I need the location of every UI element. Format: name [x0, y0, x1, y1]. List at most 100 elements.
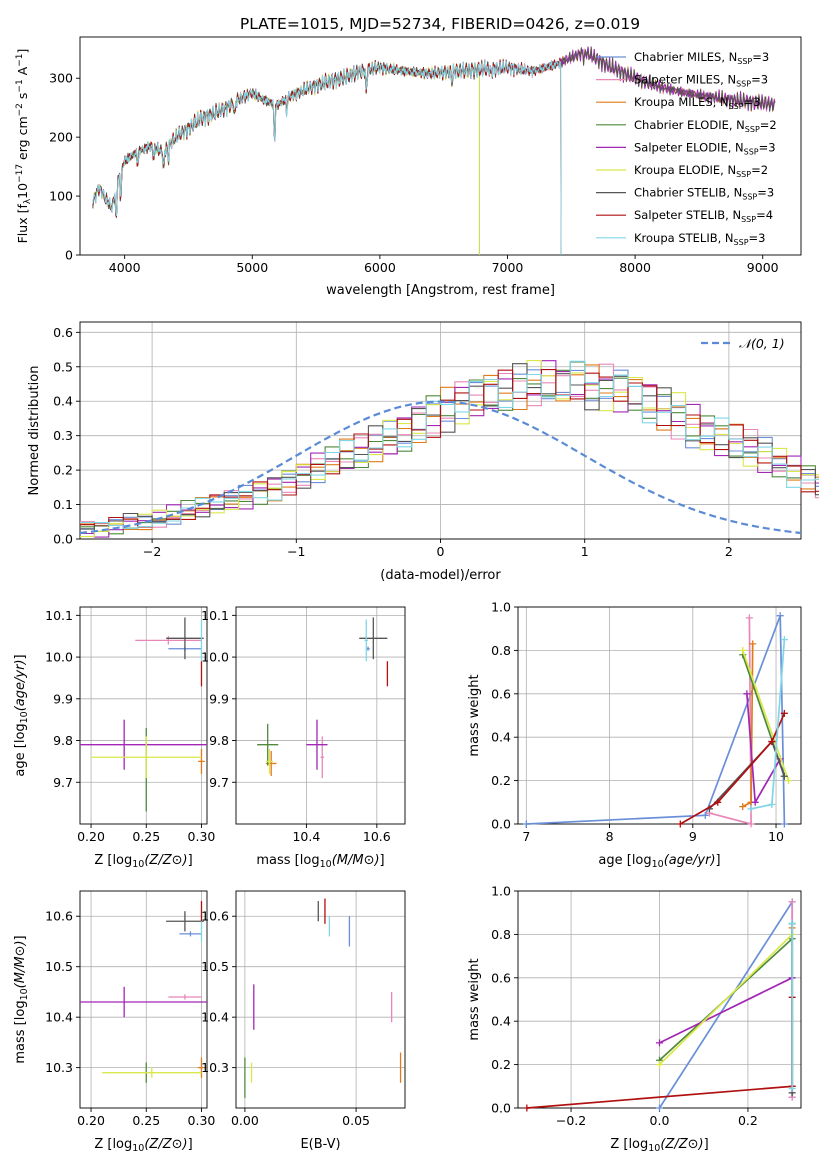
residuals-xlabel: (data-model)/error [380, 568, 501, 583]
mass_vs_ebv-frame [235, 890, 406, 1109]
x-tick-label: 10 [768, 829, 784, 844]
legend-label-gaussian: 𝒩(0, 1) [739, 336, 785, 351]
y-tick-label: 0 [65, 248, 73, 263]
weight-marker [768, 738, 776, 746]
y-tick-label: 0.4 [53, 394, 73, 409]
y-tick-label: 0.4 [491, 1014, 511, 1029]
spectrum-axes: 4000 5000 6000 7000 8000 9000 0 100 200 300 Chabri… [49, 36, 802, 275]
y-tick-label: 9.9 [209, 691, 229, 706]
errorbar-salpeter-miles [135, 636, 202, 645]
y-tick-label: 0.0 [53, 532, 73, 547]
weight-marker [788, 1084, 796, 1092]
spectrum-ylabel: Flux [fλ10−17 erg cm−2 s−1 A−1] [15, 49, 33, 244]
weight-marker [780, 820, 788, 828]
y-tick-label: 100 [49, 189, 73, 204]
errorbar-salpeter-miles [168, 994, 202, 1000]
figure-title: PLATE=1015, MJD=52734, FIBERID=0426, z=0… [240, 15, 640, 33]
errorbar-kroupa-elodie [265, 748, 273, 774]
age_vs_mass-axes: 10.4 10.6 9.7 9.8 9.9 10.0 10.1 [201, 606, 406, 844]
x-tick-label: 0.0 [650, 1113, 670, 1128]
errorbar-chabrier-miles [179, 931, 202, 937]
x-tick-label: 4000 [109, 260, 141, 275]
x-tick-label: −2 [143, 544, 161, 559]
mass_vs_Z-axes: 0.20 0.25 0.30 10.3 10.4 10.5 10.6 [45, 890, 216, 1128]
weight-marker [701, 811, 709, 819]
x-tick-label: 0 [437, 544, 445, 559]
residuals-ylabel: Normed distribution [27, 366, 42, 496]
weight_vs_age-frame [517, 606, 802, 825]
y-tick-label: 9.8 [209, 733, 229, 748]
y-tick-label: 0.0 [491, 817, 511, 832]
x-tick-label: 0.25 [132, 1113, 160, 1128]
weight-marker [780, 636, 788, 644]
y-tick-label: 0.1 [53, 497, 73, 512]
weight_vs_age-axes: 7 8 9 10 0.0 0.2 0.4 0.6 0.8 1.0 [491, 600, 802, 844]
y-tick-label: 0.6 [491, 970, 511, 985]
legend-label-kroupa-elodie: Kroupa ELODIE, NSSP=2 [634, 163, 768, 179]
y-tick-label: 9.7 [53, 775, 73, 790]
histogram-chabrier-miles [80, 369, 819, 530]
age_vs_Z-axes: 0.20 0.25 0.30 9.7 9.8 9.9 10.0 10.1 [45, 606, 216, 844]
weight-marker [749, 640, 757, 648]
weight-marker [656, 1104, 663, 1112]
age_vs_Z-ylabel: age [log10(age/yr)] [13, 654, 30, 776]
weight-marker [676, 820, 684, 828]
y-tick-label: 0.0 [491, 1101, 511, 1116]
mass_vs_ebv-points [244, 898, 402, 1098]
weight_vs_Z-lines [523, 898, 796, 1112]
x-tick-label: 0.30 [188, 1113, 216, 1128]
mass_vs_Z-ylabel: mass [log10(M/M⊙)] [13, 935, 30, 1063]
y-tick-label: 1.0 [491, 884, 511, 899]
mass_vs_ebv-axes: 0.00 0.05 10.3 10.4 10.5 10.6 [201, 890, 406, 1128]
y-tick-label: 300 [49, 71, 73, 86]
gaussian-curve [79, 400, 802, 535]
weight-line-chabrier-miles [526, 615, 786, 825]
age_vs_Z-xlabel: Z [log10(Z/Z⊙)] [94, 853, 192, 870]
weight-marker [522, 820, 530, 828]
y-tick-label: 200 [49, 130, 73, 145]
age_vs_mass-frame [235, 606, 406, 825]
weight-marker [656, 1061, 663, 1069]
age_vs_mass-xlabel: mass [log10(M/M⊙)] [256, 853, 384, 870]
weight-marker [739, 803, 747, 811]
errorbar-kroupa-stelib [364, 619, 369, 662]
legend-label-kroupa-miles: Kroupa MILES, NSSP=3 [634, 95, 760, 111]
weight-line-chabrier-miles [658, 899, 794, 1109]
weight_vs_age-xlabel: age [log10(age/yr)] [598, 853, 720, 870]
y-tick-label: 0.2 [53, 463, 73, 478]
y-tick-label: 10.3 [45, 1060, 73, 1075]
x-tick-label: 7000 [492, 260, 524, 275]
legend-label-chabrier-elodie: Chabrier ELODIE, NSSP=2 [634, 118, 777, 134]
residual-histograms [80, 360, 819, 538]
errorbar-salpeter-miles [320, 736, 325, 779]
spectrum-line-chabrier-elodie [92, 60, 480, 255]
weight-marker [780, 709, 788, 717]
weight-line-salpeter-elodie [659, 977, 793, 1044]
weight-marker [714, 798, 722, 806]
y-tick-label: 0.6 [491, 686, 511, 701]
weight_vs_age-lines [522, 612, 793, 828]
legend-label-chabrier-miles: Chabrier MILES, NSSP=3 [634, 50, 769, 66]
errorbar-kroupa-elodie [91, 736, 202, 779]
errorbar-chabrier-stelib [166, 617, 204, 660]
y-tick-label: 10.1 [45, 608, 73, 623]
weight-line-kroupa-elodie [658, 933, 793, 1066]
mass_vs_ebv-xlabel: E(B-V) [300, 1137, 340, 1152]
y-tick-label: 10.5 [201, 959, 229, 974]
x-tick-label: 0.05 [342, 1113, 370, 1128]
spectrum-legend: Chabrier MILES, NSSP=3 Salpeter MILES, NS… [596, 50, 777, 247]
residuals-axes: −2 −1 0 1 2 0.0 0.1 0.2 0.3 0.4 0.5 0.6 𝒩(0, 1) [53, 321, 819, 559]
weight-marker [523, 1104, 531, 1112]
weight-line-salpeter-miles [709, 617, 752, 826]
x-tick-label: 0.30 [188, 829, 216, 844]
y-tick-label: 10.5 [45, 959, 73, 974]
y-tick-label: 1.0 [491, 600, 511, 615]
x-tick-label: −1 [287, 544, 305, 559]
histogram-salpeter-stelib [80, 369, 819, 528]
x-tick-label: 0.00 [231, 1113, 259, 1128]
y-tick-label: 10.3 [201, 1060, 229, 1075]
weight-marker [788, 898, 796, 906]
weight_vs_Z-xlabel: Z [log10(Z/Z⊙)] [610, 1137, 708, 1154]
weight-marker [788, 920, 796, 928]
